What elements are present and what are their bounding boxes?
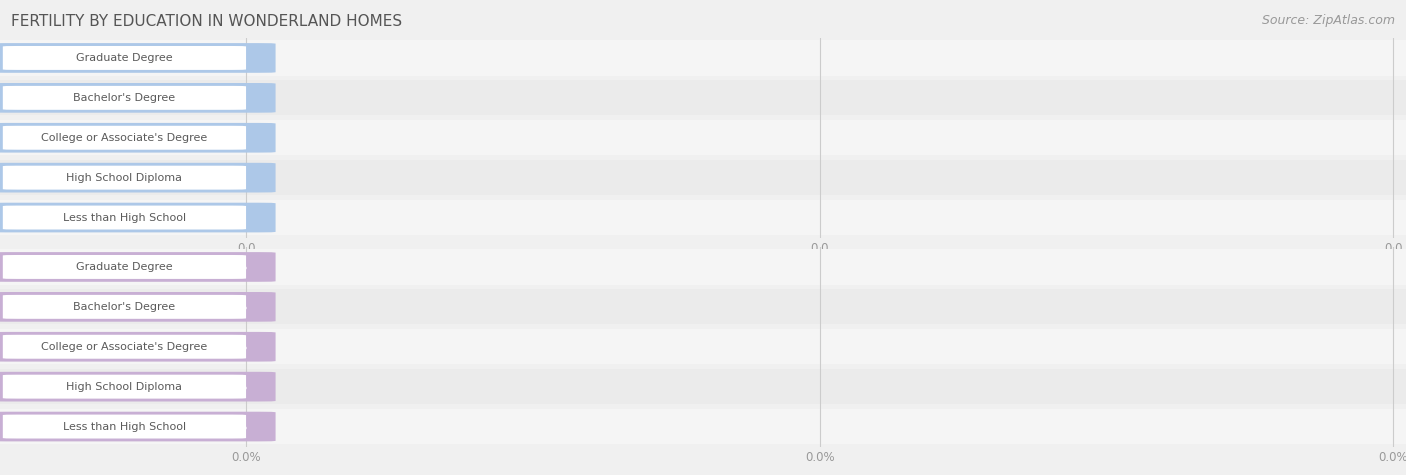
Text: 0.0: 0.0 <box>1384 242 1403 255</box>
Text: 0.0%: 0.0% <box>1378 451 1406 464</box>
FancyBboxPatch shape <box>0 203 276 232</box>
FancyBboxPatch shape <box>0 163 276 192</box>
FancyBboxPatch shape <box>3 375 246 399</box>
FancyBboxPatch shape <box>3 86 246 110</box>
Text: Bachelor's Degree: Bachelor's Degree <box>73 93 176 103</box>
FancyBboxPatch shape <box>0 249 1406 285</box>
FancyBboxPatch shape <box>0 369 1406 404</box>
FancyBboxPatch shape <box>0 412 276 441</box>
FancyBboxPatch shape <box>3 166 246 190</box>
FancyBboxPatch shape <box>0 123 276 152</box>
Text: 0.0: 0.0 <box>229 212 247 223</box>
Text: FERTILITY BY EDUCATION IN WONDERLAND HOMES: FERTILITY BY EDUCATION IN WONDERLAND HOM… <box>11 14 402 29</box>
FancyBboxPatch shape <box>3 295 246 319</box>
FancyBboxPatch shape <box>0 120 1406 155</box>
Text: 0.0: 0.0 <box>229 172 247 183</box>
Text: 0.0%: 0.0% <box>218 302 247 312</box>
FancyBboxPatch shape <box>0 409 1406 444</box>
FancyBboxPatch shape <box>0 332 276 361</box>
FancyBboxPatch shape <box>3 255 246 279</box>
Text: 0.0%: 0.0% <box>231 451 262 464</box>
Text: 0.0%: 0.0% <box>218 381 247 392</box>
Text: 0.0: 0.0 <box>810 242 830 255</box>
FancyBboxPatch shape <box>3 126 246 150</box>
FancyBboxPatch shape <box>3 46 246 70</box>
Text: 0.0: 0.0 <box>229 93 247 103</box>
FancyBboxPatch shape <box>0 43 276 73</box>
FancyBboxPatch shape <box>0 160 1406 195</box>
Text: Bachelor's Degree: Bachelor's Degree <box>73 302 176 312</box>
FancyBboxPatch shape <box>0 83 276 113</box>
Text: 0.0%: 0.0% <box>218 262 247 272</box>
Text: Source: ZipAtlas.com: Source: ZipAtlas.com <box>1261 14 1395 27</box>
Text: 0.0%: 0.0% <box>804 451 835 464</box>
Text: 0.0: 0.0 <box>229 53 247 63</box>
FancyBboxPatch shape <box>0 252 276 282</box>
FancyBboxPatch shape <box>3 335 246 359</box>
FancyBboxPatch shape <box>0 289 1406 324</box>
Text: College or Associate's Degree: College or Associate's Degree <box>41 342 208 352</box>
Text: 0.0%: 0.0% <box>218 342 247 352</box>
Text: High School Diploma: High School Diploma <box>66 172 183 183</box>
FancyBboxPatch shape <box>0 329 1406 364</box>
FancyBboxPatch shape <box>0 292 276 322</box>
Text: Less than High School: Less than High School <box>63 421 186 432</box>
Text: College or Associate's Degree: College or Associate's Degree <box>41 133 208 143</box>
FancyBboxPatch shape <box>0 200 1406 235</box>
Text: 0.0: 0.0 <box>229 133 247 143</box>
Text: Graduate Degree: Graduate Degree <box>76 262 173 272</box>
Text: Less than High School: Less than High School <box>63 212 186 223</box>
FancyBboxPatch shape <box>3 206 246 229</box>
FancyBboxPatch shape <box>3 415 246 438</box>
Text: Graduate Degree: Graduate Degree <box>76 53 173 63</box>
FancyBboxPatch shape <box>0 372 276 401</box>
Text: 0.0: 0.0 <box>236 242 256 255</box>
Text: High School Diploma: High School Diploma <box>66 381 183 392</box>
FancyBboxPatch shape <box>0 40 1406 76</box>
FancyBboxPatch shape <box>0 80 1406 115</box>
Text: 0.0%: 0.0% <box>218 421 247 432</box>
